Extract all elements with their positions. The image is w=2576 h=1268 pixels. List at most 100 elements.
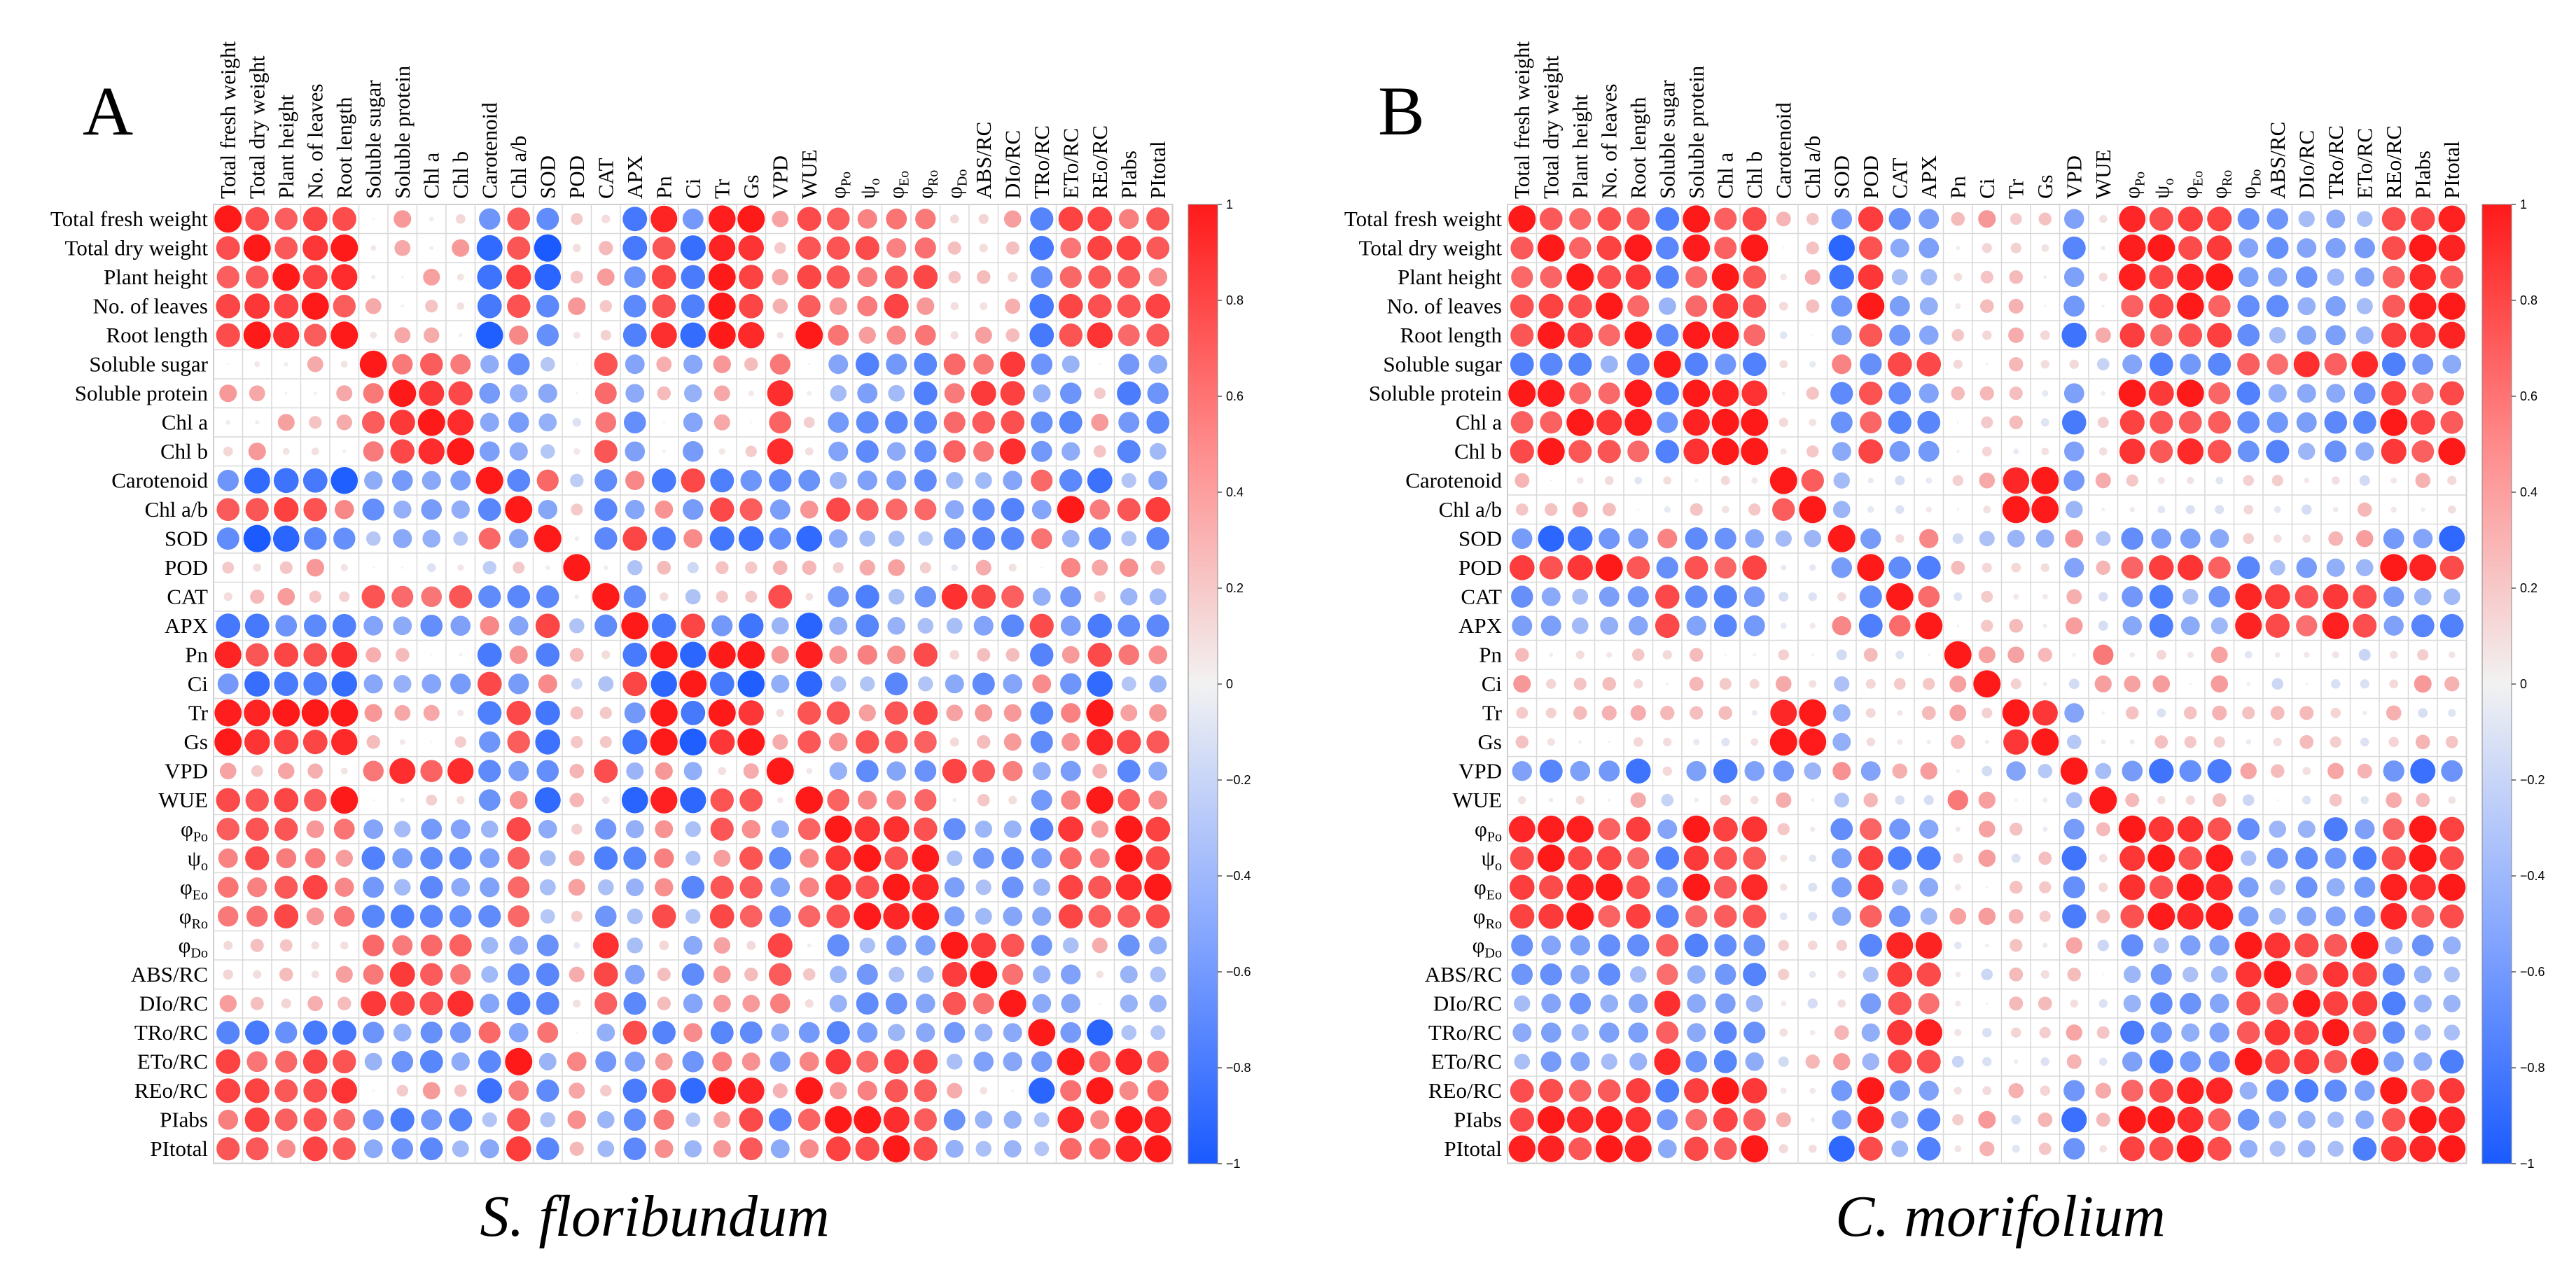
corr-cell: [1770, 699, 1797, 727]
corr-cell: [1121, 1024, 1137, 1040]
corr-cell: [2119, 1136, 2145, 1162]
corr-cell: [569, 648, 584, 662]
corr-cell: [2242, 706, 2255, 720]
corr-cell: [371, 274, 376, 279]
corr-cell: [856, 614, 879, 638]
colorbar-tick-label: 0.8: [2520, 293, 2537, 307]
corr-cell: [273, 322, 300, 349]
corr-cell: [1115, 844, 1143, 872]
corr-cell: [858, 326, 876, 344]
corr-cell: [2009, 996, 2024, 1011]
corr-cell: [2178, 206, 2203, 232]
corr-cell: [767, 933, 793, 958]
corr-cell: [1061, 442, 1080, 461]
col-label-eo: φEo: [2178, 171, 2206, 199]
corr-cell: [769, 847, 792, 870]
corr-cell: [214, 728, 242, 756]
corr-cell: [681, 468, 706, 493]
corr-cell: [2295, 1078, 2319, 1103]
corr-cell: [1001, 933, 1024, 957]
corr-cell: [2236, 381, 2261, 405]
corr-cell: [2213, 736, 2225, 748]
corr-cell: [253, 970, 262, 979]
corr-cell: [2178, 846, 2203, 870]
corr-cell: [1799, 699, 1827, 727]
corr-cell: [2008, 909, 2024, 924]
corr-cell: [1743, 615, 1765, 636]
col-label-ci: Ci: [1975, 178, 1999, 199]
corr-cell: [477, 293, 502, 319]
corr-cell: [1811, 798, 1815, 802]
corr-cell: [683, 441, 704, 462]
corr-cell: [1834, 676, 1850, 692]
corr-cell: [1863, 793, 1879, 808]
corr-cell: [662, 450, 666, 454]
corr-cell: [769, 905, 791, 928]
col-label-dio-rc: DIo/RC: [2294, 130, 2318, 199]
corr-cell: [479, 382, 501, 404]
corr-cell: [943, 411, 966, 433]
row-label-sod: SOD: [1458, 526, 1502, 550]
corr-cell: [1597, 265, 1622, 289]
corr-cell: [972, 410, 996, 434]
corr-cell: [745, 562, 758, 574]
corr-cell: [364, 1052, 382, 1071]
corr-cell: [2269, 879, 2285, 896]
corr-cell: [1741, 234, 1769, 262]
corr-cell: [478, 701, 502, 725]
corr-cell: [2382, 963, 2405, 986]
corr-cell: [1547, 738, 1555, 746]
row-label-ro: φRo: [179, 904, 208, 932]
corr-cell: [1088, 905, 1112, 928]
corr-cell: [2381, 322, 2407, 348]
corr-cell: [795, 321, 823, 349]
corr-cell: [477, 642, 502, 667]
corr-cell: [451, 500, 470, 519]
corr-cell: [391, 1050, 414, 1073]
corr-cell: [2119, 322, 2145, 348]
corr-cell: [2096, 822, 2110, 837]
corr-cell: [627, 559, 643, 576]
corr-cell: [856, 992, 879, 1015]
corr-cell: [1119, 1081, 1139, 1101]
corr-cell: [2151, 528, 2172, 549]
corr-cell: [394, 327, 411, 344]
corr-cell: [424, 327, 440, 343]
corr-cell: [2383, 760, 2404, 782]
corr-cell: [2010, 939, 2023, 952]
corr-cell: [855, 352, 879, 377]
corr-cell: [771, 820, 789, 838]
corr-cell: [1061, 355, 1080, 373]
corr-cell: [1601, 705, 1617, 720]
corr-cell: [1683, 815, 1711, 843]
corr-cell: [429, 216, 434, 222]
corr-cell: [2212, 705, 2227, 720]
row-label-tro-rc: TRo/RC: [134, 1020, 208, 1045]
corr-cell: [1750, 795, 1759, 804]
corr-cell: [214, 699, 242, 727]
corr-cell: [1769, 466, 1797, 494]
corr-cell: [1741, 1078, 1767, 1103]
corr-cell: [1003, 820, 1022, 838]
corr-cell: [2353, 1136, 2377, 1161]
corr-cell: [1773, 760, 1795, 782]
corr-cell: [2439, 381, 2465, 406]
corr-cell: [1568, 237, 1592, 260]
corr-cell: [2149, 1050, 2173, 1074]
corr-cell: [394, 879, 411, 896]
corr-cell: [622, 671, 648, 697]
corr-cell: [973, 847, 994, 869]
corr-cell: [597, 1023, 615, 1042]
corr-cell: [2297, 238, 2317, 258]
corr-cell: [1978, 1110, 1996, 1129]
corr-cell: [1541, 935, 1561, 956]
corr-cell: [1952, 533, 1963, 544]
corr-cell: [1809, 361, 1816, 368]
corr-cell: [508, 412, 529, 433]
corr-cell: [2292, 989, 2320, 1017]
corr-cell: [1772, 498, 1795, 521]
corr-cell: [914, 324, 936, 346]
corr-cell: [718, 767, 726, 775]
corr-cell: [2381, 380, 2407, 406]
row-label-o: ψo: [1482, 846, 1502, 874]
